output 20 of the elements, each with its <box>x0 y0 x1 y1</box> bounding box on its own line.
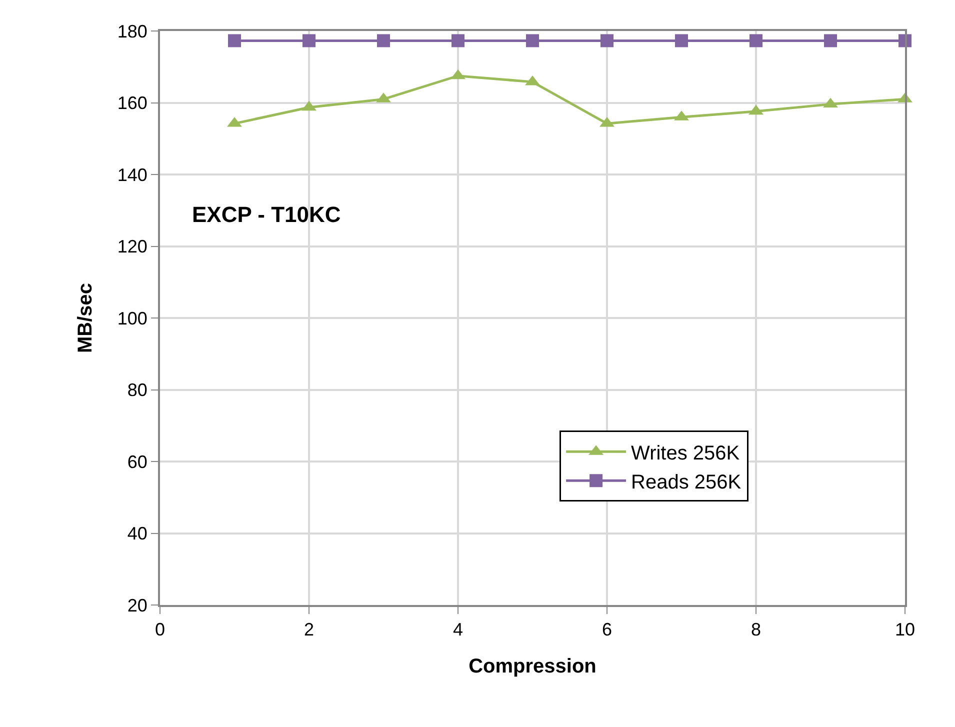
x-tick-label: 4 <box>452 620 464 640</box>
x-tick-label: 10 <box>894 620 916 640</box>
y-axis-title: MB/sec <box>74 282 96 354</box>
x-tick-label: 2 <box>304 620 314 640</box>
x-tick-label: 0 <box>154 620 166 640</box>
y-tick-label: 160 <box>117 93 148 114</box>
legend-label: Writes 256K <box>631 442 740 464</box>
y-tick-label: 120 <box>117 236 148 257</box>
annotation: EXCP - T10KC <box>192 202 341 227</box>
y-tick-label: 140 <box>117 164 148 185</box>
x-tick-label: 8 <box>750 620 762 640</box>
x-tick-label: 6 <box>602 620 612 640</box>
y-tick-label: 20 <box>127 595 148 616</box>
x-axis-title: Compression <box>468 656 596 678</box>
y-tick-label: 40 <box>127 524 148 544</box>
y-tick-label: 180 <box>117 21 148 42</box>
legend-label: Reads 256K <box>631 471 742 494</box>
y-tick-label: 100 <box>117 308 148 328</box>
y-tick-label: 80 <box>127 380 148 400</box>
y-tick-label: 60 <box>127 452 148 472</box>
